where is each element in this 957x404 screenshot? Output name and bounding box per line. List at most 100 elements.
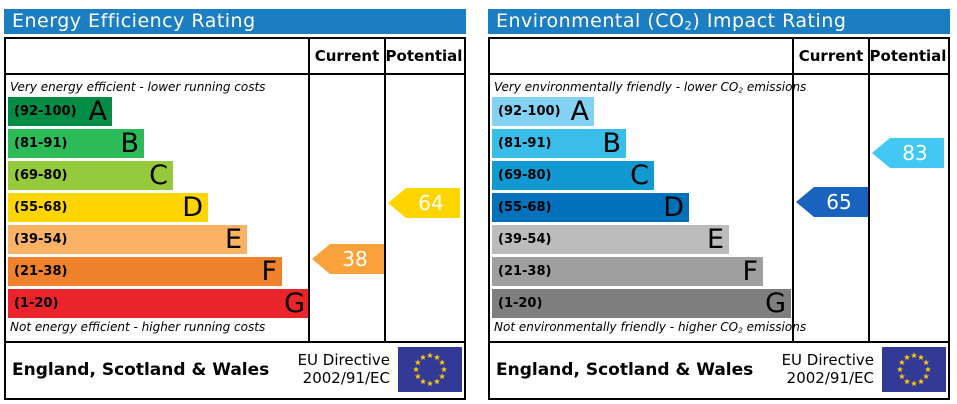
caption-text: Not energy efficient - higher running co… <box>10 320 266 335</box>
current-rating-value: 38 <box>342 247 368 271</box>
directive-line1: EU Directive <box>781 350 874 369</box>
band-range: (21-38) <box>14 264 68 279</box>
top-caption: Very environmentally friendly - lower CO… <box>490 75 806 97</box>
rating-band-b: (81-91) B <box>492 129 626 158</box>
band-range: (55-68) <box>14 200 68 215</box>
band-range: (81-91) <box>498 136 552 151</box>
band-letter: C <box>149 160 168 191</box>
energy-rating-table: Current Potential Very energy efficient … <box>4 37 466 400</box>
table-footer: England, Scotland & Wales EU Directive 2… <box>490 343 948 396</box>
potential-rating-value: 64 <box>418 191 444 215</box>
rating-band-d: (55-68) D <box>492 193 689 222</box>
header-spacer-cell <box>6 39 308 73</box>
band-range: (39-54) <box>498 232 552 247</box>
current-column: 65 <box>792 75 868 341</box>
potential-column: 64 <box>384 75 462 341</box>
rating-band-e: (39-54) E <box>8 225 247 254</box>
caption-text: Not environmentally friendly - higher CO <box>494 320 739 335</box>
band-letter: A <box>88 96 107 127</box>
rating-scale-area: Very energy efficient - lower running co… <box>6 75 464 343</box>
caption-text: Very environmentally friendly - lower CO <box>494 80 739 94</box>
title-text: Energy Efficiency Rating <box>12 10 256 32</box>
band-letter: F <box>261 256 277 287</box>
band-range: (92-100) <box>498 104 561 119</box>
table-header-row: Current Potential <box>6 39 464 75</box>
band-letter: B <box>602 128 621 159</box>
current-rating-arrow: 38 <box>312 244 384 274</box>
caption-text-end: emissions <box>742 320 807 335</box>
band-letter: D <box>663 192 684 223</box>
eu-directive-label: EU Directive 2002/91/EC <box>297 350 390 387</box>
rating-band-g: (1-20) G <box>8 289 310 318</box>
environmental-impact-panel: Environmental (CO2) Impact Rating Curren… <box>488 9 950 400</box>
potential-rating-value: 83 <box>902 141 928 165</box>
band-letter: D <box>182 192 203 223</box>
band-range: (92-100) <box>14 104 77 119</box>
table-footer: England, Scotland & Wales EU Directive 2… <box>6 343 464 396</box>
rating-band-a: (92-100) A <box>492 97 594 126</box>
title-text-end: ) Impact Rating <box>692 10 847 32</box>
region-label: England, Scotland & Wales <box>12 359 270 380</box>
band-range: (69-80) <box>498 168 552 183</box>
rating-bands: (92-100) A (81-91) B (69-80) C (55-68) D (39-54)… <box>6 97 310 318</box>
current-rating-value: 65 <box>826 190 852 214</box>
table-header-row: Current Potential <box>490 39 948 75</box>
caption-text-end: emissions <box>743 80 807 94</box>
rating-bands: (92-100) A (81-91) B (69-80) C (55-68) D (39-54)… <box>490 97 792 318</box>
band-range: (39-54) <box>14 232 68 247</box>
current-column-header: Current <box>792 39 868 73</box>
band-letter: B <box>120 128 139 159</box>
eu-flag-icon <box>882 347 946 392</box>
band-letter: G <box>765 288 786 319</box>
top-caption: Very energy efficient - lower running co… <box>6 75 308 97</box>
band-letter: E <box>706 224 724 255</box>
potential-rating-arrow: 64 <box>388 188 460 218</box>
rating-band-f: (21-38) F <box>8 257 282 286</box>
current-column: 38 <box>308 75 384 341</box>
current-rating-arrow: 65 <box>796 187 868 217</box>
band-range: (55-68) <box>498 200 552 215</box>
rating-band-g: (1-20) G <box>492 289 791 318</box>
band-range: (81-91) <box>14 136 68 151</box>
eu-directive-label: EU Directive 2002/91/EC <box>781 350 874 387</box>
environmental-panel-title: Environmental (CO2) Impact Rating <box>488 9 950 34</box>
bottom-caption: Not energy efficient - higher running co… <box>6 320 308 341</box>
directive-line1: EU Directive <box>297 350 390 369</box>
rating-scale-area: Very environmentally friendly - lower CO… <box>490 75 948 343</box>
rating-band-e: (39-54) E <box>492 225 729 254</box>
environmental-rating-table: Current Potential Very environmentally f… <box>488 37 950 400</box>
band-letter: C <box>630 160 649 191</box>
rating-band-f: (21-38) F <box>492 257 763 286</box>
band-range: (21-38) <box>498 264 552 279</box>
energy-efficiency-panel: Energy Efficiency Rating Current Potenti… <box>4 9 466 400</box>
band-letter: A <box>570 96 589 127</box>
band-letter: F <box>742 256 758 287</box>
caption-subscript: 2 <box>738 85 744 95</box>
band-letter: E <box>224 224 242 255</box>
energy-panel-title: Energy Efficiency Rating <box>4 9 466 34</box>
caption-subscript: 2 <box>738 326 743 335</box>
band-letter: G <box>284 288 305 319</box>
potential-rating-arrow: 83 <box>872 138 944 168</box>
potential-column-header: Potential <box>384 39 462 73</box>
directive-line2: 2002/91/EC <box>786 368 874 387</box>
rating-band-c: (69-80) C <box>8 161 173 190</box>
band-range: (69-80) <box>14 168 68 183</box>
current-column-header: Current <box>308 39 384 73</box>
bottom-caption: Not environmentally friendly - higher CO… <box>490 320 806 341</box>
directive-line2: 2002/91/EC <box>302 368 390 387</box>
bands-area: Very environmentally friendly - lower CO… <box>490 75 806 341</box>
bands-area: Very energy efficient - lower running co… <box>6 75 310 341</box>
caption-text: Very energy efficient - lower running co… <box>10 80 266 94</box>
title-subscript: 2 <box>684 18 693 33</box>
band-range: (1-20) <box>14 296 59 311</box>
title-text: Environmental (CO <box>496 10 685 32</box>
potential-column-header: Potential <box>868 39 946 73</box>
rating-band-a: (92-100) A <box>8 97 112 126</box>
region-label: England, Scotland & Wales <box>496 359 754 380</box>
rating-band-b: (81-91) B <box>8 129 144 158</box>
band-range: (1-20) <box>498 296 543 311</box>
potential-column: 83 <box>868 75 946 341</box>
rating-band-c: (69-80) C <box>492 161 654 190</box>
